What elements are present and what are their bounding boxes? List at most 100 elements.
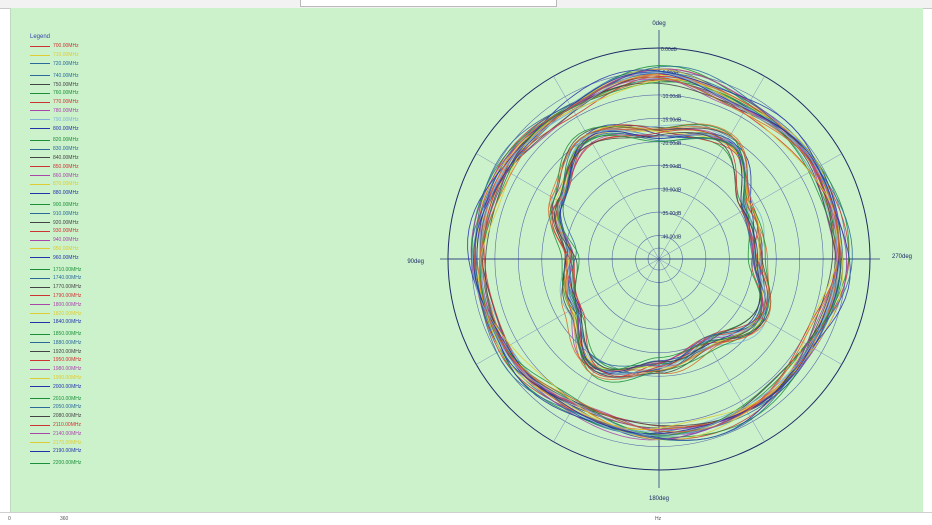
legend-item: 820.00MHz <box>30 136 120 145</box>
legend-swatch <box>30 128 50 130</box>
legend-swatch <box>30 248 50 250</box>
legend-swatch <box>30 304 50 306</box>
legend-label: 900.00MHz <box>53 201 79 208</box>
legend-swatch <box>30 386 50 388</box>
legend-swatch <box>30 84 50 86</box>
legend-item: 900.00MHz <box>30 201 120 210</box>
legend-item: 2010.00MHz <box>30 394 120 403</box>
legend-swatch <box>30 192 50 194</box>
legend-item: 790.00MHz <box>30 115 120 124</box>
legend-label: 710.00MHz <box>53 52 79 59</box>
legend-item: 870.00MHz <box>30 180 120 189</box>
status-left-2: 360 <box>60 516 69 522</box>
legend-item: 1740.00MHz <box>30 274 120 283</box>
legend-label: 1740.00MHz <box>53 275 82 282</box>
legend-swatch <box>30 222 50 224</box>
legend-label: 840.00MHz <box>53 154 79 161</box>
legend-item: 750.00MHz <box>30 80 120 89</box>
legend-item: 830.00MHz <box>30 145 120 154</box>
legend-item: 2080.00MHz <box>30 412 120 421</box>
radial-tick-label: -10.00dB <box>661 94 682 100</box>
legend-label: 1990.00MHz <box>53 375 82 382</box>
radial-tick-label: -20.00dB <box>661 141 682 147</box>
legend-item: 2200.00MHz <box>30 459 120 468</box>
legend-label: 2050.00MHz <box>53 404 82 411</box>
legend-label: 860.00MHz <box>53 172 79 179</box>
legend-swatch <box>30 119 50 121</box>
legend-label: 2190.00MHz <box>53 448 82 455</box>
legend-item: 840.00MHz <box>30 154 120 163</box>
legend-item: 760.00MHz <box>30 89 120 98</box>
legend-swatch <box>30 148 50 150</box>
status-bar: 0 360 Hz <box>0 512 932 525</box>
legend-item: 1950.00MHz <box>30 356 120 365</box>
legend-item: 780.00MHz <box>30 107 120 116</box>
legend-swatch <box>30 139 50 141</box>
legend-swatch <box>30 92 50 94</box>
legend-label: 720.00MHz <box>53 60 79 67</box>
legend-label: 2010.00MHz <box>53 395 82 402</box>
legend-label: 940.00MHz <box>53 237 79 244</box>
legend-item: 2050.00MHz <box>30 403 120 412</box>
legend-label: 1850.00MHz <box>53 331 82 338</box>
legend-item: 720.00MHz <box>30 60 120 69</box>
legend-swatch <box>30 54 50 56</box>
series-line <box>474 65 853 442</box>
legend-swatch <box>30 213 50 215</box>
legend-swatch <box>30 450 50 452</box>
series-line <box>480 78 838 431</box>
radial-tick-label: -30.00dB <box>661 188 682 194</box>
status-left: 0 <box>8 516 11 522</box>
legend-item: 860.00MHz <box>30 171 120 180</box>
legend-swatch <box>30 101 50 103</box>
legend-item: 2170.00MHz <box>30 438 120 447</box>
legend-swatch <box>30 415 50 417</box>
legend-label: 2110.00MHz <box>53 422 81 429</box>
legend-label: 830.00MHz <box>53 146 79 153</box>
legend-swatch <box>30 398 50 400</box>
legend-item: 950.00MHz <box>30 245 120 254</box>
legend-swatch <box>30 286 50 288</box>
legend-label: 2000.00MHz <box>53 383 82 390</box>
legend-swatch <box>30 406 50 408</box>
series-line <box>480 81 841 436</box>
legend-swatch <box>30 342 50 344</box>
angle-label-right: 270deg <box>892 254 912 260</box>
legend-item: 2190.00MHz <box>30 447 120 456</box>
legend: Legend 700.00MHz 710.00MHz 720.00MHz 740.00… <box>30 34 120 468</box>
legend-swatch <box>30 321 50 323</box>
legend-label: 790.00MHz <box>53 116 79 123</box>
legend-label: 930.00MHz <box>53 228 79 235</box>
legend-label: 1820.00MHz <box>53 310 82 317</box>
angle-label-top: 0deg <box>652 21 665 27</box>
legend-swatch <box>30 277 50 279</box>
legend-item: 2000.00MHz <box>30 382 120 391</box>
legend-item: 1710.00MHz <box>30 265 120 274</box>
legend-label: 1880.00MHz <box>53 339 82 346</box>
legend-swatch <box>30 313 50 314</box>
legend-swatch <box>30 359 50 361</box>
legend-item: 1790.00MHz <box>30 292 120 301</box>
legend-item: 1880.00MHz <box>30 339 120 348</box>
legend-swatch <box>30 377 50 379</box>
legend-item: 1770.00MHz <box>30 283 120 292</box>
legend-swatch <box>30 333 50 335</box>
legend-item: 770.00MHz <box>30 98 120 107</box>
legend-item: 960.00MHz <box>30 253 120 262</box>
legend-label: 1770.00MHz <box>53 284 82 291</box>
legend-item: 740.00MHz <box>30 71 120 80</box>
series-line <box>556 134 763 371</box>
legend-label: 850.00MHz <box>53 163 79 170</box>
legend-swatch <box>30 269 50 271</box>
legend-item: 2140.00MHz <box>30 429 120 438</box>
legend-label: 2170.00MHz <box>53 439 82 446</box>
legend-label: 750.00MHz <box>53 81 79 88</box>
legend-label: 1920.00MHz <box>53 348 82 355</box>
legend-item: 710.00MHz <box>30 51 120 60</box>
legend-swatch <box>30 442 50 444</box>
legend-label: 870.00MHz <box>53 181 79 188</box>
radial-tick-label: -35.00dB <box>661 211 682 217</box>
legend-swatch <box>30 230 50 232</box>
legend-items: 700.00MHz 710.00MHz 720.00MHz 740.00MHz 750.… <box>30 42 120 468</box>
legend-item: 930.00MHz <box>30 227 120 236</box>
